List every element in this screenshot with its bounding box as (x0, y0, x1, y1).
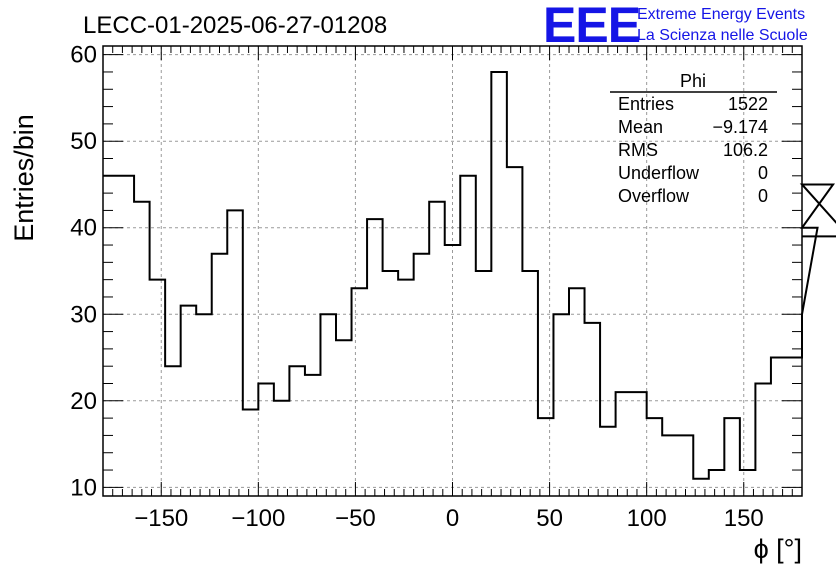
eee-logo: EEE Extreme Energy Events La Scienza nel… (543, 0, 808, 53)
stats-row-label: Overflow (618, 186, 690, 206)
x-tick-labels: −150 −100 −50 0 50 100 150 (134, 505, 764, 532)
y-tick-labels: 10 20 30 40 50 60 (70, 42, 97, 502)
y-axis-label: Entries/bin (9, 114, 39, 242)
stats-box-rows: Entries 1522 Mean −9.174 RMS 106.2 Underflow 0 O… (618, 94, 768, 206)
x-tick-label: 50 (536, 505, 563, 532)
x-tick-label: 0 (446, 505, 459, 532)
axis-ticks (103, 46, 802, 496)
histogram-line (103, 70, 836, 480)
y-tick-label: 50 (70, 128, 97, 155)
plot-frame (102, 45, 803, 497)
logo-line-1: Extreme Energy Events (637, 6, 805, 23)
stats-row-label: Entries (618, 94, 674, 114)
x-tick-label: −100 (231, 505, 285, 532)
histogram-series (103, 70, 836, 480)
x-axis-label: ϕ [°] (754, 534, 802, 564)
stats-box-title: Phi (680, 71, 706, 91)
y-tick-label: 40 (70, 215, 97, 242)
stats-row-value: −9.174 (712, 117, 768, 137)
y-tick-label: 10 (70, 474, 97, 501)
stats-row-value: 106.2 (723, 140, 768, 160)
stats-row-label: Mean (618, 117, 663, 137)
x-tick-label: 150 (724, 505, 764, 532)
stats-box: Phi Entries 1522 Mean −9.174 RMS 106.2 Underfl… (610, 71, 777, 206)
y-tick-label: 30 (70, 301, 97, 328)
grid-lines (103, 46, 802, 496)
stats-row-label: Underflow (618, 163, 700, 183)
y-tick-label: 60 (70, 42, 97, 69)
x-tick-label: −150 (134, 505, 188, 532)
x-tick-label: −50 (335, 505, 376, 532)
logo-line-2: La Scienza nelle Scuole (637, 27, 808, 44)
chart-title: LECC-01-2025-06-27-01208 (83, 12, 387, 39)
stats-row-value: 0 (758, 186, 768, 206)
y-tick-label: 20 (70, 388, 97, 415)
x-tick-label: 100 (627, 505, 667, 532)
stats-row-value: 0 (758, 163, 768, 183)
stats-row-label: RMS (618, 140, 658, 160)
stats-row-value: 1522 (728, 94, 768, 114)
eee-logo-mark: EEE (543, 0, 640, 53)
